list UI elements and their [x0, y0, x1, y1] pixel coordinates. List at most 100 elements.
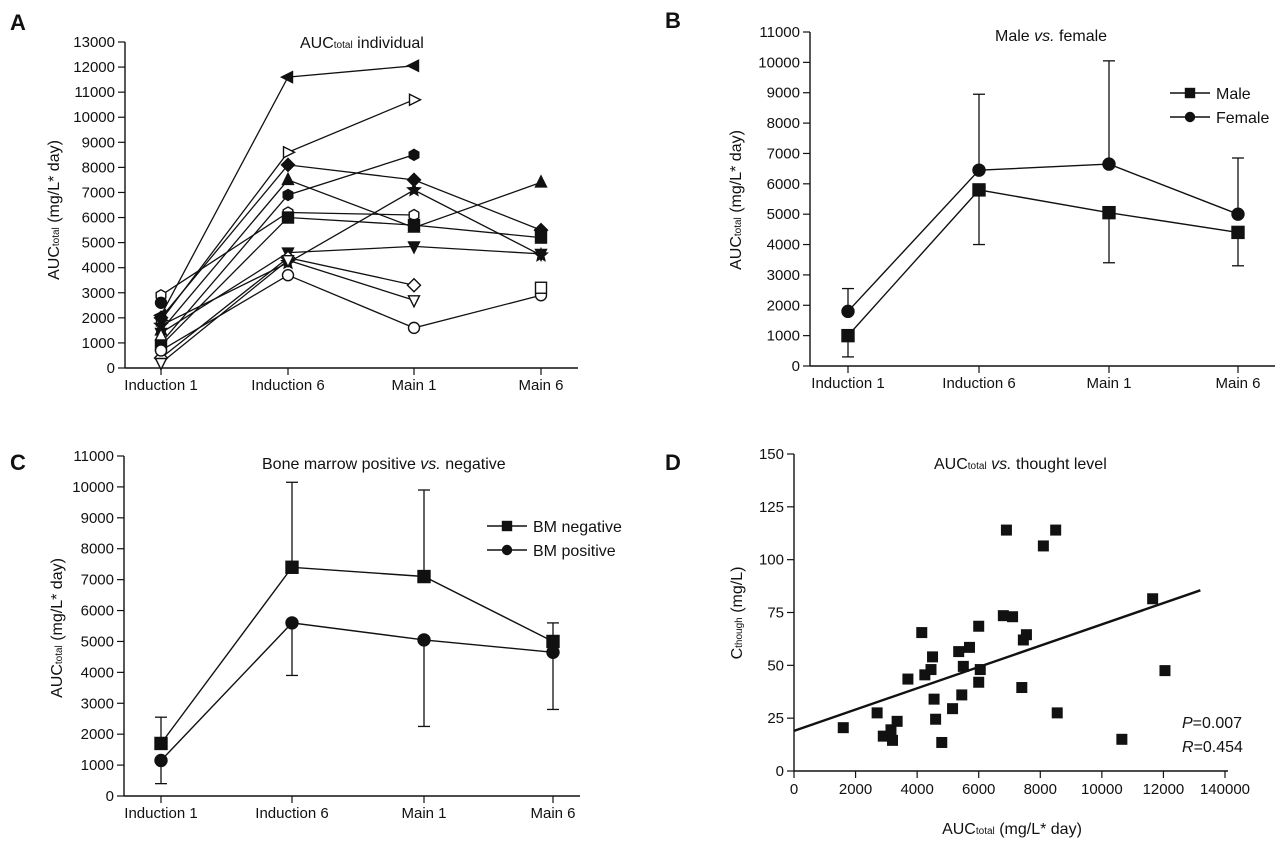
panel-c-legend-marker [501, 520, 513, 532]
panel-b-y-tick-label: 3000 [767, 267, 800, 284]
panel-d-point [902, 673, 914, 685]
panel-b-y-tick-label: 9000 [767, 85, 800, 102]
panel-c-point [154, 736, 168, 751]
panel-a-point [280, 157, 296, 173]
panel-d-point [947, 703, 959, 715]
panel-a-point [405, 59, 420, 73]
panel-b-title: Male vs. female [995, 28, 1107, 45]
panel-a-y-tick-label: 5000 [82, 235, 115, 252]
panel-d-point [925, 664, 937, 676]
panel-d-point [1037, 540, 1049, 552]
panel-d-point [887, 734, 899, 746]
panel-d-y-tick-label: 125 [759, 499, 784, 516]
panel-a-point [534, 231, 548, 244]
panel-letter-c: C [10, 450, 26, 475]
panel-a-series-line [160, 179, 542, 331]
panel-d-point [973, 620, 985, 632]
panel-b-y-tick-label: 4000 [767, 237, 800, 254]
panel-c-legend-marker [501, 544, 513, 556]
panel-a-point [407, 295, 421, 309]
panel-b-y-tick-label: 8000 [767, 115, 800, 132]
panel-b-legend-label: Male [1216, 86, 1251, 103]
panel-d-x-tick-label: 4000 [900, 781, 933, 798]
panel-a-x-tick-label: Induction 1 [124, 377, 197, 394]
panel-a-y-tick-label: 0 [107, 360, 115, 377]
panel-d-y-tick-label: 50 [767, 657, 784, 674]
panel-c-x-tick-label: Main 6 [530, 805, 575, 822]
panel-c-series-line [160, 622, 554, 761]
panel-b-point [972, 163, 986, 177]
panel-d-x-axis-label: AUCtotal (mg/L* day) [942, 821, 1082, 838]
panel-d-point [1000, 524, 1012, 536]
panel-a-point [282, 188, 294, 202]
panel-c-y-tick-label: 7000 [81, 572, 114, 589]
panel-b-point [841, 328, 855, 343]
panel-a-point [407, 321, 421, 335]
panel-b-point [1102, 205, 1116, 220]
panel-d-x-tick-label: 6000 [962, 781, 995, 798]
panel-d-point [1016, 682, 1028, 694]
panel-b-point [972, 183, 986, 197]
panel-a-y-tick-label: 6000 [82, 210, 115, 227]
panel-d-x-tick-label: 140000 [1200, 781, 1250, 798]
panel-c-x-tick-label: Induction 1 [124, 805, 197, 822]
panel-a-y-tick-label: 10000 [73, 109, 115, 126]
panel-b-point [841, 304, 855, 319]
panel-d-point [927, 651, 939, 663]
panel-c-y-tick-label: 8000 [81, 541, 114, 558]
panel-a-y-axis-label: AUCtotal (mg/L* day) [46, 140, 63, 280]
panel-d-x-tick-label: 0 [790, 781, 798, 798]
panel-a-point [406, 181, 422, 197]
panel-d-y-tick-label: 150 [759, 446, 784, 463]
panel-a-series-line [160, 216, 542, 346]
panel-c-y-tick-label: 3000 [81, 695, 114, 712]
panel-a-y-tick-label: 8000 [82, 159, 115, 176]
panel-d-y-tick-label: 100 [759, 552, 784, 569]
panel-c-y-tick-label: 11000 [73, 448, 114, 465]
panel-d: 0 25 50 75 100 125 150 0 2000 4000 6000 8000 10000 12… [759, 446, 1250, 798]
panel-c-point [546, 645, 560, 659]
panel-a-y-tick-label: 11000 [74, 84, 115, 101]
panel-d-point [885, 724, 897, 736]
panel-c-y-tick-label: 6000 [81, 603, 114, 620]
panel-c-series-line [160, 566, 554, 744]
panel-c-y-tick-label: 10000 [72, 479, 114, 496]
panel-a-y-tick-label: 3000 [82, 285, 115, 302]
panel-d-x-tick-label: 2000 [839, 781, 872, 798]
panel-d-point [916, 627, 928, 639]
panel-b-series-line [847, 189, 1239, 337]
panel-a-x-tick-label: Induction 6 [251, 377, 324, 394]
panel-c-legend-label: BM negative [533, 519, 622, 536]
panel-c-y-tick-label: 1000 [81, 757, 114, 774]
panel-d-x-tick-label: 10000 [1081, 781, 1123, 798]
panel-a: 0 1000 2000 3000 4000 5000 6000 7000 8000 9000 100… [73, 34, 578, 394]
panel-d-point [1051, 707, 1063, 719]
panel-c-y-tick-label: 5000 [81, 633, 114, 650]
panel-d-x-tick-label: 8000 [1024, 781, 1057, 798]
panel-d-point [877, 730, 889, 742]
panel-a-y-tick-label: 1000 [82, 335, 115, 352]
panel-b-x-tick-label: Main 6 [1215, 375, 1260, 392]
panel-b-y-tick-label: 10000 [758, 54, 800, 71]
panel-a-y-tick-label: 12000 [73, 59, 115, 76]
panel-c-point [417, 633, 431, 647]
panel-b-x-tick-label: Main 1 [1086, 375, 1131, 392]
panel-a-point [281, 254, 295, 269]
panel-a-point [281, 211, 295, 224]
panel-d-point [956, 689, 968, 701]
panel-b-y-tick-label: 6000 [767, 176, 800, 193]
panel-c-x-tick-label: Main 1 [401, 805, 446, 822]
panel-b-y-tick-label: 2000 [767, 297, 800, 314]
panel-a-title: AUCtotal individual [300, 35, 424, 52]
panel-d-point [936, 736, 948, 748]
panel-b-y-axis-label: AUCtotal (mg/L* day) [728, 130, 745, 270]
panel-c-legend-label: BM positive [533, 543, 616, 560]
panel-a-point [154, 344, 168, 357]
p-value-annotation: P=0.007 [1182, 715, 1242, 732]
panel-a-point [534, 281, 548, 294]
panel-b-point [1102, 157, 1116, 171]
panel-b-y-tick-label: 7000 [767, 145, 800, 162]
panel-c-y-tick-label: 9000 [81, 510, 114, 527]
panel-b-y-tick-label: 5000 [767, 206, 800, 223]
panel-d-point [871, 707, 883, 719]
